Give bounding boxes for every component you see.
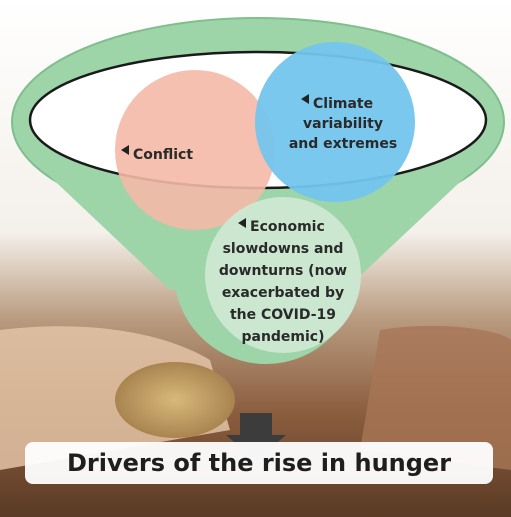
- label: the COVID-19: [230, 307, 336, 323]
- label: Climate: [313, 96, 373, 112]
- label: Economic: [250, 219, 325, 235]
- label: and extremes: [289, 136, 397, 152]
- label: variability: [303, 116, 383, 132]
- label: exacerbated by: [222, 285, 344, 301]
- label: pandemic): [241, 329, 324, 345]
- label: downturns (now: [219, 263, 347, 279]
- caption: Drivers of the rise in hunger: [67, 449, 451, 477]
- label: Conflict: [133, 147, 193, 163]
- infographic: Conflict Climate variability and extreme…: [0, 0, 511, 517]
- grain: [115, 362, 235, 438]
- label: slowdowns and: [223, 241, 344, 257]
